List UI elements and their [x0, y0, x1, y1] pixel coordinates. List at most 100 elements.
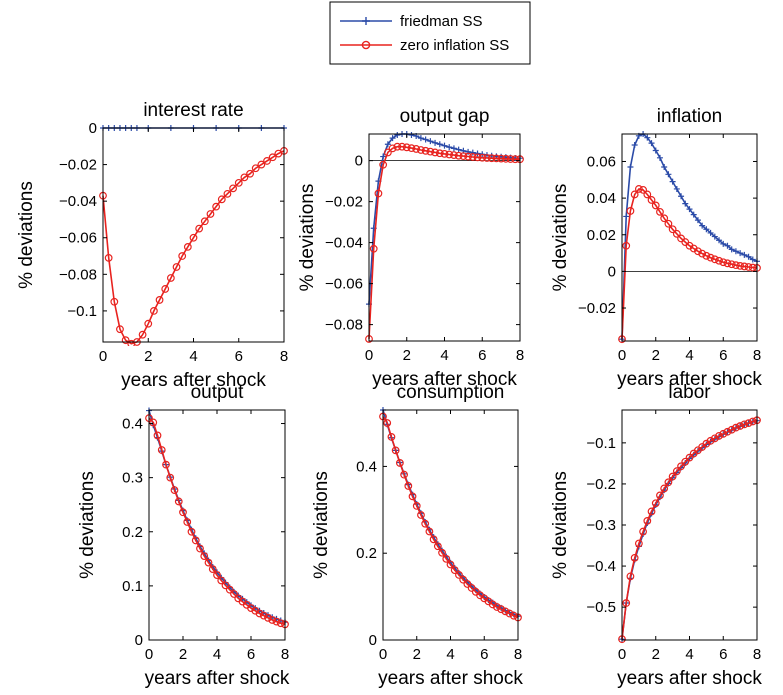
data-point-circle: [412, 502, 421, 510]
data-point-plus: [682, 200, 689, 207]
data-point-circle: [446, 560, 455, 569]
data-point-circle: [421, 519, 430, 528]
y-axis-label: % deviations: [550, 471, 571, 579]
y-tick-label: 0.1: [122, 578, 143, 595]
plot-area: [379, 407, 522, 622]
data-point-circle: [483, 154, 491, 162]
series-line-1: [382, 416, 519, 619]
data-point-circle: [162, 460, 170, 469]
data-point-circle: [387, 433, 396, 441]
data-point-circle: [240, 173, 249, 182]
y-tick-label: −0.02: [59, 157, 97, 174]
data-point-circle: [442, 554, 451, 563]
data-point-circle: [412, 145, 421, 153]
x-tick-label: 6: [478, 347, 486, 364]
y-tick-label: 0.2: [122, 524, 143, 541]
plot-area: [145, 407, 289, 629]
x-tick-label: 8: [753, 347, 761, 364]
data-point-plus: [732, 248, 739, 255]
data-point-circle: [110, 297, 119, 306]
x-tick-label: 2: [652, 347, 660, 364]
data-point-circle: [407, 144, 416, 153]
data-point-circle: [189, 233, 198, 242]
data-point-plus: [694, 217, 701, 224]
data-point-circle: [468, 153, 477, 161]
data-point-circle: [493, 603, 501, 611]
panel-0: 0 2 4 6 8 0 −0.02 −0.04 −0.06 −0.08 −0.1 interest r…: [16, 100, 288, 391]
data-point-circle: [732, 423, 740, 432]
data-point-circle: [740, 420, 749, 429]
y-tick-label: 0.4: [356, 458, 377, 475]
data-point-circle: [719, 429, 728, 438]
data-point-plus: [652, 147, 659, 154]
data-point-circle: [506, 155, 515, 163]
data-point-circle: [445, 150, 454, 159]
y-tick-label: −0.02: [325, 194, 363, 211]
data-point-circle: [732, 261, 740, 270]
data-point-circle: [668, 472, 677, 481]
data-point-circle: [259, 611, 268, 620]
y-tick-label: 0: [369, 632, 377, 649]
data-point-circle: [634, 185, 643, 193]
y-tick-label: 0: [135, 632, 143, 649]
data-point-plus: [422, 136, 429, 143]
data-point-plus: [745, 253, 752, 260]
data-point-circle: [440, 149, 449, 158]
data-point-circle: [664, 478, 673, 487]
data-point-plus: [707, 229, 714, 236]
panel-title: inflation: [657, 106, 723, 127]
data-point-circle: [150, 307, 158, 315]
data-point-plus: [432, 139, 439, 146]
y-tick-label: 0: [355, 153, 363, 170]
data-point-circle: [664, 219, 673, 228]
data-point-circle: [710, 255, 719, 264]
data-point-circle: [225, 585, 234, 594]
y-tick-label: 0.3: [122, 470, 143, 487]
data-point-circle: [404, 482, 413, 490]
data-point-circle: [155, 296, 164, 304]
data-point-circle: [647, 507, 656, 516]
data-point-circle: [509, 611, 518, 620]
panel-5: 0 2 4 6 8 −0.1 −0.2 −0.3 −0.4 −0.5 labor years afte…: [550, 382, 762, 689]
data-point-circle: [257, 160, 266, 169]
x-tick-label: 4: [685, 347, 693, 364]
x-tick-label: 0: [365, 347, 373, 364]
series-line-0: [382, 409, 519, 617]
data-point-circle: [408, 492, 417, 501]
data-point-circle: [672, 467, 681, 476]
data-point-circle: [723, 259, 732, 268]
data-point-circle: [736, 261, 745, 270]
data-point-plus: [380, 153, 387, 160]
axes-box: [621, 133, 758, 342]
data-point-plus: [661, 163, 668, 170]
data-point-plus: [469, 149, 476, 156]
data-point-circle: [195, 224, 204, 233]
data-point-plus: [436, 141, 443, 148]
data-point-circle: [166, 274, 175, 282]
data-point-circle: [426, 147, 435, 156]
y-tick-label: −0.5: [586, 599, 616, 616]
data-point-circle: [464, 152, 472, 161]
data-point-circle: [255, 609, 264, 618]
x-tick-label: 0: [618, 347, 626, 364]
panel-title: labor: [668, 382, 711, 403]
x-tick-label: 4: [189, 348, 197, 365]
data-point-circle: [668, 225, 677, 234]
data-point-circle: [715, 256, 723, 265]
data-point-circle: [467, 584, 476, 592]
y-tick-label: 0.06: [587, 153, 616, 170]
data-point-circle: [630, 190, 639, 199]
legend-box: [329, 1, 531, 65]
x-tick-label: 6: [480, 646, 488, 663]
plot-area: [618, 131, 761, 344]
y-tick-label: −0.08: [325, 317, 363, 334]
data-point-circle: [179, 508, 187, 517]
data-point-circle: [715, 431, 723, 440]
data-point-circle: [706, 436, 715, 445]
legend-label-zero-inflation: zero inflation SS: [400, 37, 509, 54]
series-line-1: [102, 150, 285, 345]
y-axis-label: % deviations: [297, 184, 318, 292]
data-point-circle: [656, 207, 664, 216]
data-point-circle: [153, 431, 162, 440]
data-point-circle: [379, 160, 388, 169]
